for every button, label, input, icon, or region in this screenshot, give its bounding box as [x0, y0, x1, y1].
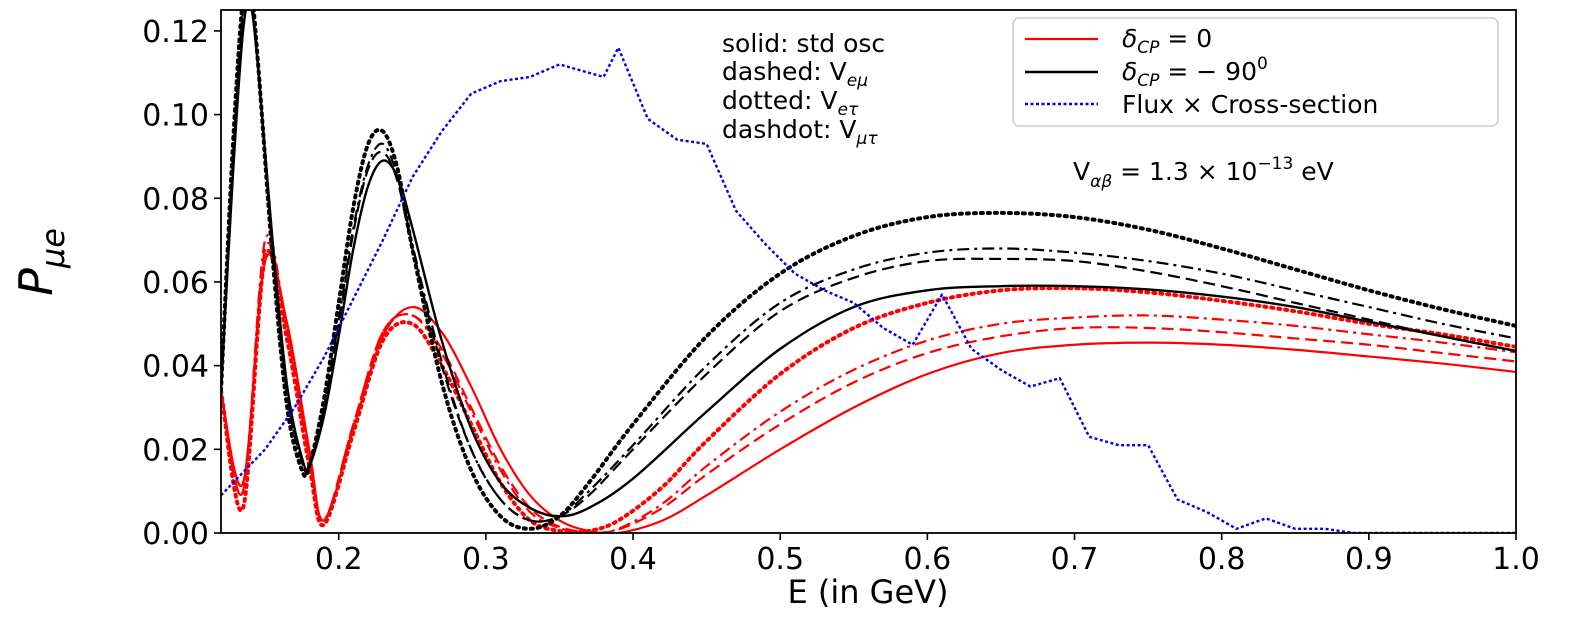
annotation-block: solid: std osc dashed: Veμ dotted: Veτ d…	[722, 29, 1334, 192]
svg-text:Pμe: Pμe	[9, 228, 72, 296]
y-tick-label: 0.00	[142, 517, 209, 552]
x-tick-label: 0.4	[609, 542, 657, 577]
x-tick-label: 1.0	[1492, 542, 1540, 577]
legend: δCP = 0 δCP = − 900 Flux × Cross-section	[1012, 17, 1499, 127]
series-line-3	[221, 233, 1516, 533]
y-tick-label: 0.12	[142, 15, 209, 50]
x-tick-label: 0.6	[904, 542, 952, 577]
series-line-8	[221, 10, 1516, 531]
y-tick-label: 0.04	[142, 350, 209, 385]
x-tick-label: 0.5	[756, 542, 804, 577]
x-tick-label: 0.3	[462, 542, 510, 577]
annotation-line-4: dashdot: Vμτ	[722, 115, 878, 149]
x-tick-label: 0.8	[1198, 542, 1246, 577]
series-line-2	[221, 241, 1516, 533]
y-tick-label: 0.10	[142, 99, 209, 134]
annotation-line-2: dashed: Veμ	[722, 57, 868, 91]
series-line-4	[221, 248, 1516, 533]
x-axis-ticks: 0.2 0.3 0.4 0.5 0.6 0.7 0.8 0.9 1.0	[315, 533, 1540, 577]
legend-label-delta-90: δCP = − 900	[1122, 54, 1268, 91]
y-tick-label: 0.02	[142, 433, 209, 468]
annotation-line-1: solid: std osc	[722, 29, 885, 58]
x-tick-label: 0.9	[1345, 542, 1393, 577]
legend-label-delta-0: δCP = 0	[1122, 24, 1212, 58]
legend-label-flux: Flux × Cross-section	[1122, 90, 1378, 119]
y-tick-label: 0.06	[142, 266, 209, 301]
series-layer	[221, 10, 1516, 533]
legend-frame	[1012, 17, 1499, 127]
series-line-1	[221, 253, 1516, 533]
x-tick-label: 0.7	[1051, 542, 1099, 577]
x-tick-label: 0.2	[315, 542, 363, 577]
y-axis-title: Pμe	[9, 228, 72, 296]
series-line-7	[221, 10, 1516, 523]
x-axis-title: E (in GeV)	[787, 573, 948, 611]
y-tick-label: 0.08	[142, 182, 209, 217]
potential-annotation: Vαβ = 1.3 × 10−13 eV	[1073, 154, 1334, 192]
plot-area-frame	[220, 9, 1517, 534]
y-axis-ticks: 0.00 0.02 0.04 0.06 0.08 0.10 0.12	[142, 15, 221, 552]
annotation-line-3: dotted: Veτ	[722, 86, 859, 120]
